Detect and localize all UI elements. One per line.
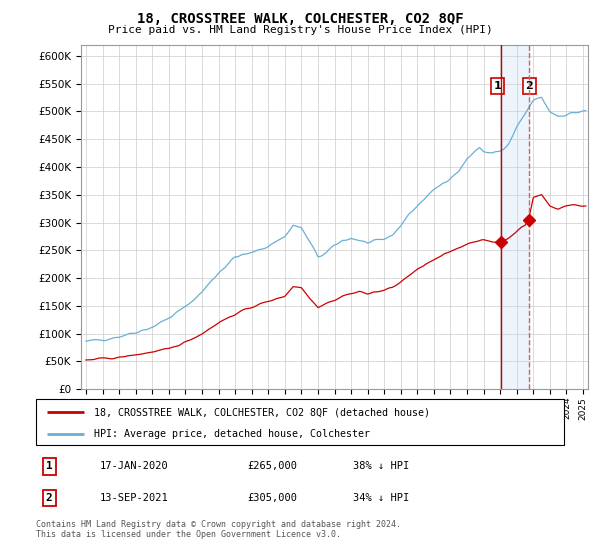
Text: Contains HM Land Registry data © Crown copyright and database right 2024.
This d: Contains HM Land Registry data © Crown c… [36,520,401,539]
Text: HPI: Average price, detached house, Colchester: HPI: Average price, detached house, Colc… [94,429,370,438]
Text: 18, CROSSTREE WALK, COLCHESTER, CO2 8QF: 18, CROSSTREE WALK, COLCHESTER, CO2 8QF [137,12,463,26]
Text: 18, CROSSTREE WALK, COLCHESTER, CO2 8QF (detached house): 18, CROSSTREE WALK, COLCHESTER, CO2 8QF … [94,407,430,417]
Text: 13-SEP-2021: 13-SEP-2021 [100,493,168,503]
FancyBboxPatch shape [36,399,564,445]
Bar [501,45,529,389]
Text: £305,000: £305,000 [247,493,297,503]
Text: 1: 1 [46,461,53,472]
Text: 2: 2 [526,81,533,91]
Text: 1: 1 [494,81,502,91]
Text: 17-JAN-2020: 17-JAN-2020 [100,461,168,472]
Text: 38% ↓ HPI: 38% ↓ HPI [353,461,409,472]
Text: Price paid vs. HM Land Registry's House Price Index (HPI): Price paid vs. HM Land Registry's House … [107,25,493,35]
Text: £265,000: £265,000 [247,461,297,472]
Text: 2: 2 [46,493,53,503]
Text: 34% ↓ HPI: 34% ↓ HPI [353,493,409,503]
